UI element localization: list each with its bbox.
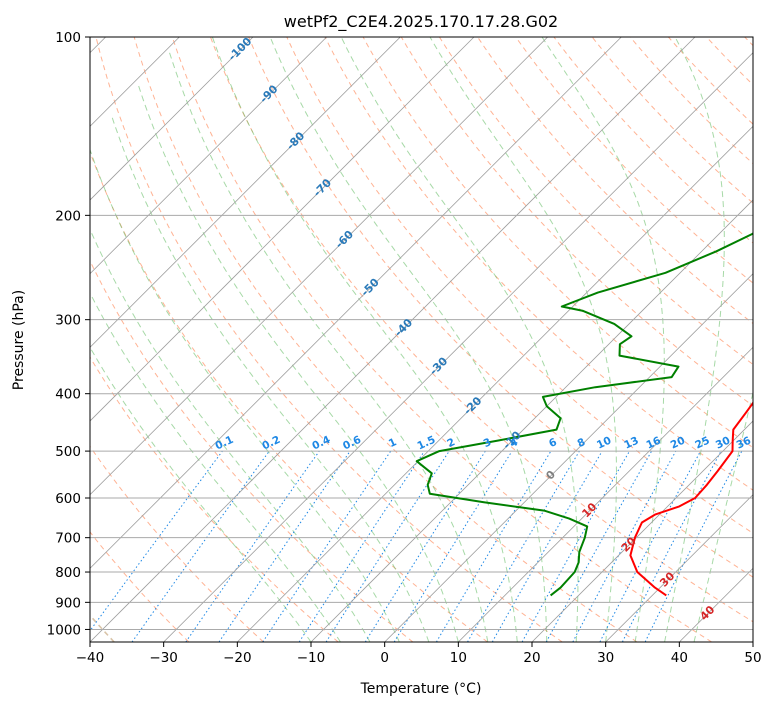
y-tick-label: 900 — [55, 595, 81, 611]
y-axis-label: Pressure (hPa) — [11, 290, 27, 390]
y-tick-label: 300 — [55, 313, 81, 329]
x-tick-label: 30 — [597, 650, 614, 666]
y-tick-label: 800 — [55, 565, 81, 581]
x-tick-label: 20 — [523, 650, 540, 666]
x-tick-label: −20 — [223, 650, 252, 666]
y-tick-label: 1000 — [47, 622, 81, 638]
x-tick-label: −30 — [149, 650, 178, 666]
y-tick-label: 400 — [55, 387, 81, 403]
y-tick-label: 500 — [55, 444, 81, 460]
x-tick-label: −40 — [76, 650, 105, 666]
x-tick-label: 50 — [744, 650, 761, 666]
y-tick-label: 200 — [55, 208, 81, 224]
x-axis-label: Temperature (°C) — [360, 681, 482, 697]
x-tick-label: −10 — [297, 650, 326, 666]
x-tick-label: 0 — [380, 650, 389, 666]
chart-title: wetPf2_C2E4.2025.170.17.28.G02 — [284, 12, 558, 32]
y-tick-label: 100 — [55, 30, 81, 46]
y-tick-label: 700 — [55, 531, 81, 547]
y-tick-label: 600 — [55, 491, 81, 507]
x-tick-label: 40 — [671, 650, 688, 666]
x-tick-label: 10 — [450, 650, 467, 666]
